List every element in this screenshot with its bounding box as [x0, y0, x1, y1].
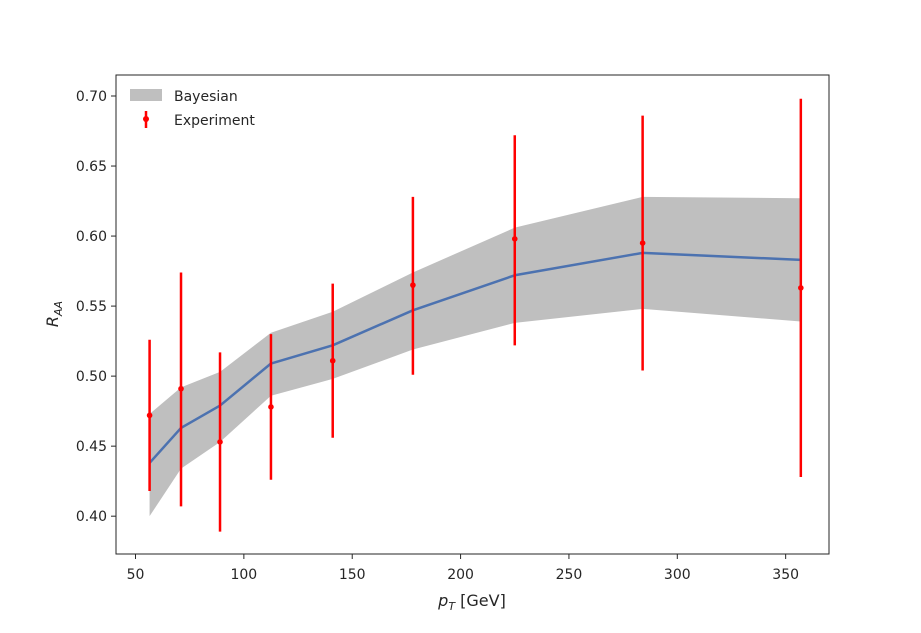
legend-bayesian-label: Bayesian: [174, 89, 238, 105]
y-tick-label: 0.40: [76, 509, 107, 525]
legend: Bayesian Experiment: [130, 89, 255, 129]
y-tick-label: 0.60: [76, 229, 107, 245]
experiment-point: [798, 285, 804, 291]
experiment-point: [511, 236, 518, 242]
bayesian-credible-band: [149, 196, 801, 517]
experiment-point: [268, 404, 274, 410]
y-tick-label: 0.45: [76, 439, 107, 455]
y-tick-label: 0.70: [76, 89, 107, 105]
legend-bayesian-swatch: [130, 89, 162, 101]
y-tick-label: 0.50: [76, 369, 107, 385]
experiment-point: [639, 240, 646, 246]
plot-area: [146, 98, 804, 532]
x-tick-label: 250: [556, 567, 583, 583]
x-tick-label: 200: [447, 567, 474, 583]
y-tick-label: 0.65: [76, 159, 107, 175]
axes-ticks: 50 100 150 200 250 300 350 0.40 0.45 0.50 0.55 0.60…: [76, 89, 799, 583]
x-tick-label: 350: [772, 567, 799, 583]
experiment-point: [217, 439, 223, 445]
axes-frame: [115, 74, 830, 555]
legend-experiment-label: Experiment: [174, 113, 255, 129]
y-tick-label: 0.55: [76, 299, 107, 315]
x-tick-label: 100: [230, 567, 257, 583]
experiment-point: [329, 357, 336, 364]
experiment-point: [146, 412, 153, 419]
legend-experiment-marker: [143, 116, 149, 122]
y-axis-label: RAA: [43, 301, 65, 327]
x-axis-label: pT [GeV]: [437, 591, 506, 613]
experiment-point: [178, 385, 184, 392]
x-tick-label: 300: [664, 567, 691, 583]
x-tick-label: 50: [127, 567, 145, 583]
x-tick-label: 150: [339, 567, 366, 583]
experiment-point: [410, 282, 416, 288]
